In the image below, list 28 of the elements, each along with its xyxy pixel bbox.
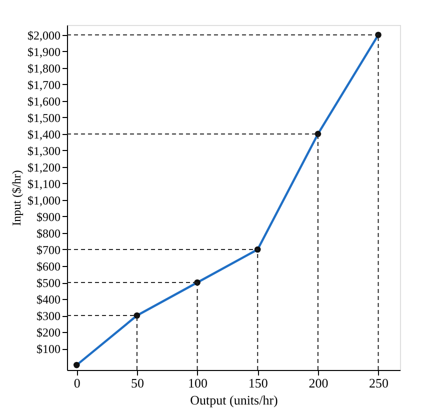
x-tick-label: 150 xyxy=(248,376,268,390)
x-tick-label: 50 xyxy=(130,376,144,390)
x-tick-label: 200 xyxy=(308,376,328,390)
x-tick-label: 250 xyxy=(369,376,389,390)
y-tick-label: $1,900 xyxy=(28,44,60,59)
y-tick-label: $1,100 xyxy=(28,176,60,191)
y-tick-label: $300 xyxy=(36,309,60,324)
y-tick-label: $1,000 xyxy=(28,193,60,208)
y-tick-label: $1,200 xyxy=(28,160,60,174)
y-axis-title: Input ($/hr) xyxy=(10,170,24,226)
y-tick-label: $900 xyxy=(36,210,60,224)
y-tick-label: $1,600 xyxy=(28,94,60,108)
y-tick-label: $1,500 xyxy=(28,110,60,125)
y-tick-label: $1,700 xyxy=(28,78,60,92)
x-tick-label: 100 xyxy=(188,376,208,390)
y-tick-label: $400 xyxy=(36,292,60,307)
y-tick-label: $100 xyxy=(36,342,60,356)
y-tick-label: $600 xyxy=(36,260,60,274)
y-tick-label: $2,000 xyxy=(28,28,60,42)
y-tick-label: $1,300 xyxy=(28,144,60,158)
y-tick-label: $800 xyxy=(36,226,60,240)
y-tick-label: $1,800 xyxy=(28,61,60,76)
x-axis-title: Output (units/hr) xyxy=(190,392,278,408)
y-tick-label: $1,400 xyxy=(28,127,60,142)
y-tick-label: $200 xyxy=(36,326,60,340)
y-tick-label: $500 xyxy=(36,276,60,290)
y-tick-label: $700 xyxy=(36,243,60,257)
x-tick-label: 0 xyxy=(74,376,80,390)
